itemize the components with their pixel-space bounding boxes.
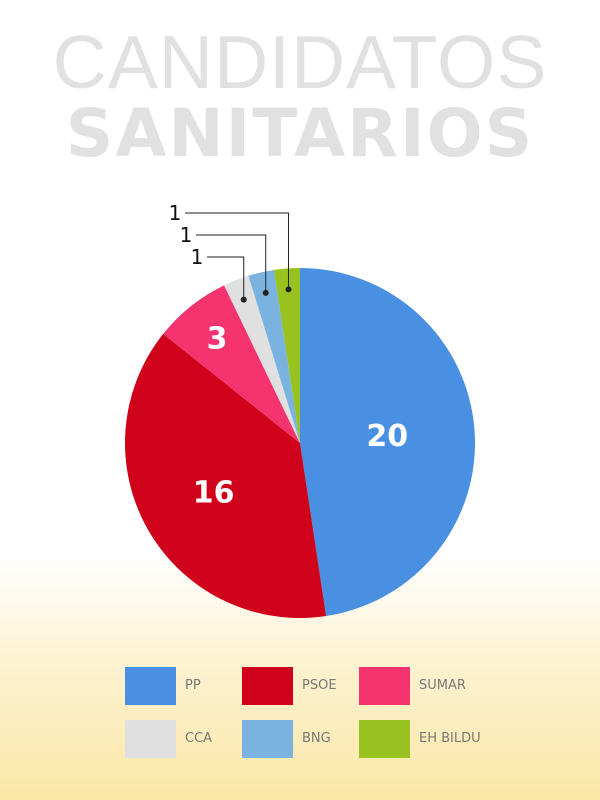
callout-line-bng: [196, 234, 267, 293]
callout-line-eh-bildu: [185, 212, 289, 290]
callout-line-cca: [207, 256, 245, 300]
callout-dot-eh-bildu: [285, 286, 292, 293]
legend-swatch-eh-bildu: [359, 720, 410, 758]
data-label-pp: 20: [366, 419, 408, 454]
pie-slice-cca: [224, 275, 300, 443]
legend-swatch-bng: [242, 720, 293, 758]
chart-title-line2: SANITARIOS: [65, 95, 535, 172]
callout-dot-cca: [240, 296, 247, 303]
callout-label-eh-bildu: 1: [169, 201, 182, 225]
legend-label-eh-bildu: EH BILDU: [419, 731, 481, 746]
callout-label-bng: 1: [180, 223, 193, 247]
legend-label-bng: BNG: [302, 731, 331, 746]
legend-label-sumar: SUMAR: [419, 678, 466, 693]
legend-swatch-psoe: [242, 667, 293, 705]
legend-label-cca: CCA: [185, 731, 213, 746]
pie-slice-pp: [300, 268, 475, 617]
pie-slice-bng: [248, 269, 300, 443]
data-label-sumar: 3: [207, 322, 228, 357]
data-label-psoe: 16: [193, 475, 235, 510]
legend-swatch-sumar: [359, 667, 410, 705]
callout-label-cca: 1: [191, 245, 204, 269]
legend-swatch-pp: [125, 667, 176, 705]
legend-label-pp: PP: [185, 678, 201, 693]
pie-slice-sumar: [163, 285, 300, 443]
legend-label-psoe: PSOE: [302, 678, 337, 693]
legend-swatch-cca: [125, 720, 176, 758]
chart-title-line1: CANDIDATOS: [52, 20, 548, 104]
callout-dot-bng: [262, 289, 269, 296]
pie-slice-eh-bildu: [273, 268, 300, 443]
pie-slice-psoe: [124, 333, 327, 619]
